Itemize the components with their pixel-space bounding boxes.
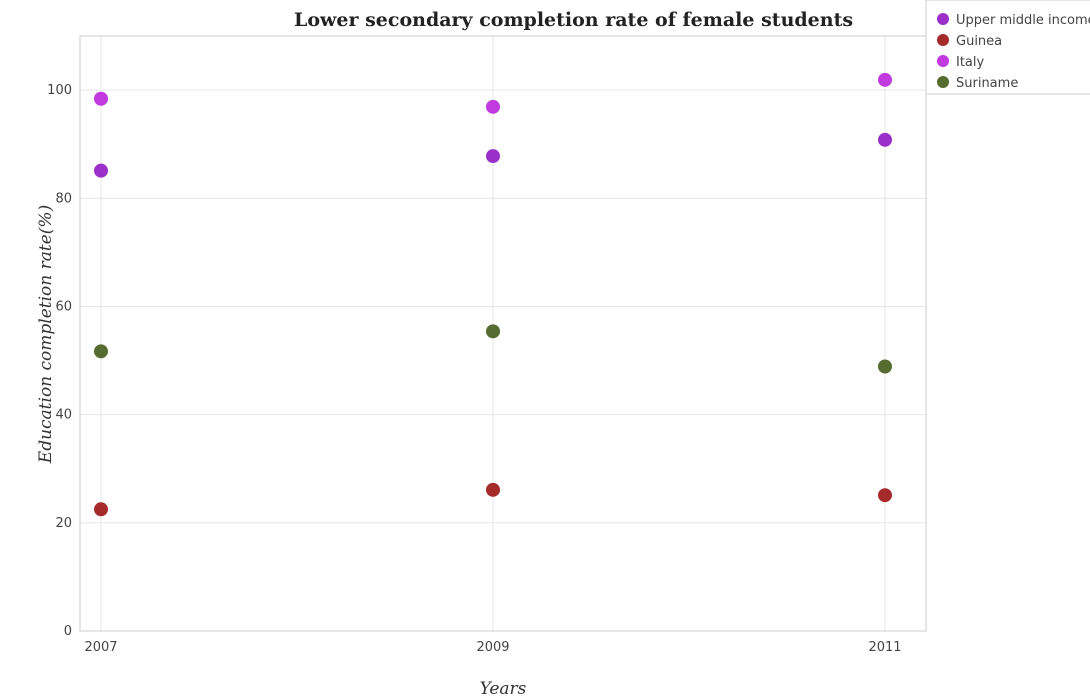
data-point: [94, 163, 108, 178]
y-tick-label: 100: [47, 83, 72, 98]
data-points: [94, 72, 892, 517]
data-point: [878, 359, 892, 374]
legend-label: Guinea: [956, 34, 1002, 49]
x-axis-label: Years: [480, 679, 527, 699]
x-axis-ticks: 2007 2009 2011: [84, 640, 901, 655]
legend-label: Upper middle income: [956, 13, 1090, 28]
legend: Upper middle income Guinea Italy Suriname: [925, 0, 1090, 95]
y-axis-label: Education completion rate(%): [36, 205, 56, 464]
legend-marker: [937, 76, 949, 88]
data-point: [486, 99, 500, 114]
data-point: [878, 488, 892, 503]
y-axis-ticks: 0 20 40 60 80 100: [47, 83, 72, 639]
data-point: [486, 324, 500, 339]
data-point: [878, 72, 892, 87]
data-point: [94, 344, 108, 359]
data-point: [486, 149, 500, 164]
legend-marker: [937, 34, 949, 46]
legend-label: Italy: [956, 55, 985, 70]
legend-box: [925, 0, 1090, 95]
legend-marker: [937, 55, 949, 67]
grid: [80, 36, 926, 632]
chart-title: Lower secondary completion rate of femal…: [294, 9, 853, 31]
data-point: [486, 482, 500, 497]
data-point: [878, 132, 892, 147]
data-point: [94, 502, 108, 517]
y-tick-label: 80: [55, 191, 72, 206]
x-tick-label: 2011: [868, 640, 901, 655]
y-tick-label: 40: [55, 408, 72, 423]
x-tick-label: 2007: [84, 640, 117, 655]
x-tick-label: 2009: [476, 640, 509, 655]
y-tick-label: 60: [55, 299, 72, 314]
y-tick-label: 0: [64, 624, 72, 639]
y-tick-label: 20: [55, 516, 72, 531]
plot-frame: [79, 35, 927, 632]
legend-label: Suriname: [956, 76, 1018, 91]
legend-marker: [937, 13, 949, 25]
data-point: [94, 91, 108, 106]
